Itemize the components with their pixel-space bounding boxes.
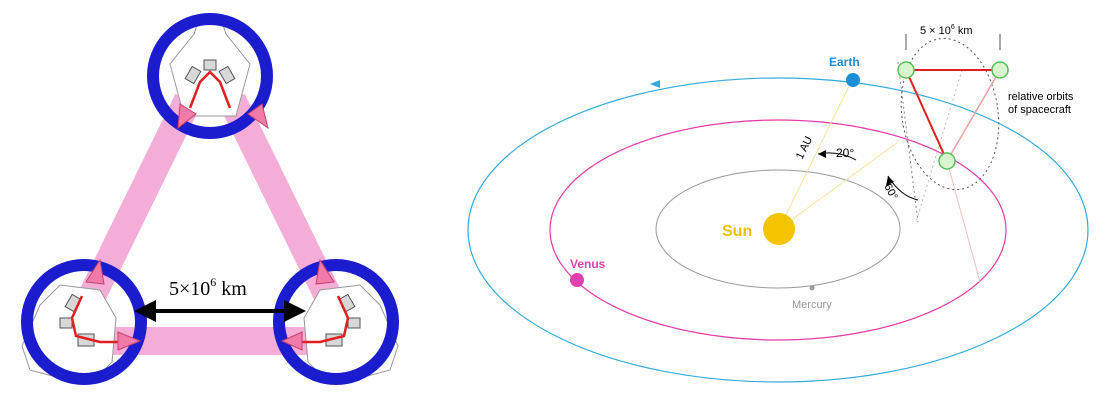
spacecraft-bottom-left-arrowhead-right: [117, 331, 142, 351]
spacecraft-bottom-right-laser-path: [298, 295, 350, 344]
orbit-diagram: Sun Earth Venus Mercury 1 AU 20° 60°: [467, 24, 1089, 383]
spacecraft-bottom-left: [21, 258, 147, 385]
angle-60-arrow: [886, 176, 894, 186]
baseline-arrow-head-right: [284, 300, 306, 322]
constellation-plane-line: [897, 61, 919, 223]
spacecraft-top-arrowhead-left: [177, 103, 197, 130]
arm-length-label: 5 × 106 km: [920, 24, 973, 37]
spacecraft-top-ring: [147, 13, 273, 139]
spacecraft-bottom-left-ring: [21, 259, 147, 385]
sun-constellation-line: [778, 141, 899, 230]
venus-label: Venus: [570, 257, 606, 271]
baseline-arrow: [134, 300, 306, 322]
relative-orbits-circle: [900, 37, 1000, 191]
earth-label: Earth: [829, 55, 860, 69]
mercury: [809, 285, 815, 291]
venus: [570, 273, 584, 287]
baseline-label: 5×106 km: [169, 275, 247, 300]
spacecraft-3: [938, 152, 956, 170]
spacecraft-bottom-right-ring: [273, 259, 399, 385]
spacecraft-top: [147, 13, 273, 139]
constellation-normal-line: [915, 69, 963, 223]
triangle-arm-left: [905, 69, 948, 162]
spacecraft-top-optics: [184, 59, 236, 85]
earth-orbit-direction-arrow: [650, 80, 660, 88]
au-label: 1 AU: [794, 135, 815, 162]
earth-orbit: [467, 77, 1089, 383]
relative-orbits-label: relative orbits of spacecraft: [1008, 91, 1076, 116]
venus-orbit: [549, 119, 1007, 341]
spacecraft-triangle: [897, 61, 1009, 283]
angle-20-arrow: [818, 150, 826, 158]
spacecraft-bottom-right-arrowhead-up: [315, 258, 335, 285]
lisa-constellation-schematic: 5×106 km: [21, 13, 399, 385]
angle-60-label: 60°: [881, 182, 899, 202]
relative-orbits-line2: of spacecraft: [1008, 104, 1071, 116]
angle-20-label: 20°: [836, 146, 854, 160]
spacecraft-bottom-left-arrowhead-up: [85, 258, 105, 285]
baseline-arrow-head-left: [134, 300, 156, 322]
triangle-shadow-arm: [946, 160, 981, 283]
spacecraft-2: [991, 61, 1009, 79]
beam-right-arm: [219, 93, 341, 303]
spacecraft-bottom-left-laser-path: [70, 295, 122, 344]
sun: [763, 213, 795, 245]
triangle-arm-right: [946, 69, 1001, 162]
relative-orbits-line1: relative orbits: [1008, 91, 1074, 103]
beam-left-arm: [79, 93, 201, 303]
spacecraft-top-laser-path: [188, 70, 232, 109]
spacecraft-bottom-right: [273, 258, 399, 385]
spacecraft-top-arrowhead-right: [247, 103, 269, 130]
spacecraft-bottom-right-arrowhead-left: [280, 331, 303, 351]
sun-earth-line: [778, 79, 853, 230]
spacecraft-1: [897, 61, 915, 79]
earth: [846, 73, 860, 87]
sun-label: Sun: [722, 223, 752, 240]
mercury-label: Mercury: [792, 299, 832, 311]
mercury-orbit: [655, 169, 901, 289]
